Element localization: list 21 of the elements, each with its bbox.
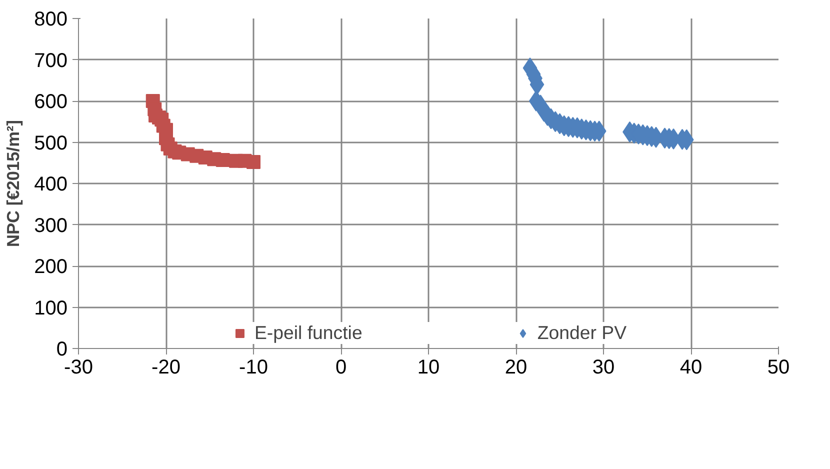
legend-label: Zonder PV bbox=[537, 322, 627, 344]
y-tick-label: 200 bbox=[34, 256, 68, 278]
x-tick-label: 40 bbox=[680, 356, 702, 378]
point bbox=[216, 152, 230, 167]
y-tick-label: 300 bbox=[34, 214, 68, 237]
x-tick-label: 30 bbox=[592, 356, 615, 378]
y-tick-label: 800 bbox=[34, 8, 68, 30]
y-tick-label: 500 bbox=[34, 132, 68, 154]
y-axis-title: NPC [€2015/m²] bbox=[3, 120, 24, 248]
y-tick-label: 600 bbox=[34, 91, 68, 113]
x-tick-label: 50 bbox=[767, 356, 790, 378]
y-tick-label: 400 bbox=[34, 174, 68, 196]
x-tick-label: 20 bbox=[504, 356, 528, 378]
x-tick-label: -10 bbox=[239, 356, 268, 378]
y-tick-label: 100 bbox=[34, 297, 68, 320]
x-tick-label: -20 bbox=[152, 356, 180, 378]
point bbox=[246, 155, 260, 170]
x-tick-label: 0 bbox=[335, 356, 347, 378]
x-tick-label: 10 bbox=[417, 356, 440, 378]
y-tick-label: 700 bbox=[34, 50, 68, 72]
legend-label: E-peil functie bbox=[254, 322, 362, 344]
